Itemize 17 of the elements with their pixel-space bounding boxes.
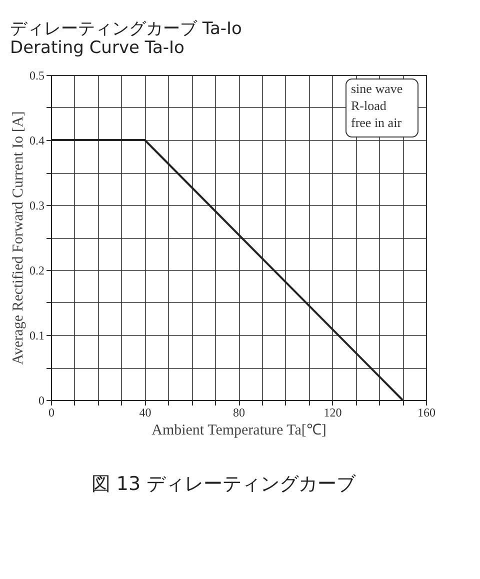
y-axis-title: Average Rectified Forward Current Io [A] [10, 111, 26, 365]
x-tick-label: 80 [233, 406, 245, 420]
y-tick-label: 0.3 [30, 198, 44, 212]
x-tick-label: 0 [48, 406, 54, 420]
text: Derating Curve Ta-Io [10, 38, 184, 58]
x-tick-label: 40 [139, 406, 152, 420]
annotation: sine wave R-load free in air [351, 81, 403, 130]
y-tick-label: 0 [38, 394, 44, 408]
text: ディレーティングカーブ Ta-Io [10, 19, 242, 39]
y-tick-label: 0.1 [30, 328, 44, 342]
y-tick-label: 0.2 [30, 264, 44, 278]
y-tick-label: 0.4 [30, 134, 44, 148]
y-tick-label: 0.5 [30, 68, 44, 82]
x-axis-title: Ambient Temperature Ta[℃] [152, 422, 326, 438]
x-tick-label: 160 [418, 406, 436, 420]
x-tick-label: 120 [324, 406, 342, 420]
caption: 図 13 ディレーティングカーブ [91, 473, 357, 495]
